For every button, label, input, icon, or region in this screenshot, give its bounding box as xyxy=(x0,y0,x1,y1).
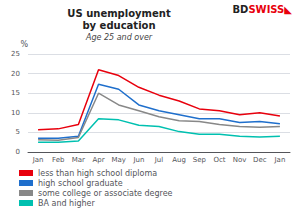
svg-text:20: 20 xyxy=(11,70,20,78)
svg-text:by education: by education xyxy=(82,20,155,31)
svg-text:Jun: Jun xyxy=(132,156,144,164)
svg-text:%: % xyxy=(20,40,28,49)
svg-text:0: 0 xyxy=(16,148,20,156)
svg-text:May: May xyxy=(111,156,125,164)
svg-text:less than high school diploma: less than high school diploma xyxy=(38,169,157,178)
svg-text:15: 15 xyxy=(11,89,20,97)
svg-text:25: 25 xyxy=(11,50,20,58)
svg-text:Aug: Aug xyxy=(172,156,186,164)
svg-text:Jan: Jan xyxy=(32,156,44,164)
svg-text:Age 25 and over: Age 25 and over xyxy=(85,33,153,42)
svg-text:10: 10 xyxy=(11,109,20,117)
svg-text:Nov: Nov xyxy=(233,156,247,164)
svg-text:high school graduate: high school graduate xyxy=(38,179,123,188)
svg-text:BD: BD xyxy=(232,4,248,15)
svg-text:5: 5 xyxy=(16,128,20,136)
svg-text:◣: ◣ xyxy=(284,4,292,15)
svg-text:Oct: Oct xyxy=(213,156,225,164)
svg-text:Feb: Feb xyxy=(52,156,65,164)
svg-text:some college or associate degr: some college or associate degree xyxy=(38,189,173,198)
svg-text:Jan: Jan xyxy=(274,156,286,164)
svg-text:Mar: Mar xyxy=(72,156,85,164)
svg-text:Apr: Apr xyxy=(92,156,104,164)
svg-text:Dec: Dec xyxy=(253,156,267,164)
svg-text:Sep: Sep xyxy=(193,156,207,164)
svg-text:Jul: Jul xyxy=(154,156,164,164)
svg-text:SWISS: SWISS xyxy=(248,4,284,15)
svg-text:BA and higher: BA and higher xyxy=(38,199,95,208)
svg-text:US unemployment: US unemployment xyxy=(67,8,171,19)
